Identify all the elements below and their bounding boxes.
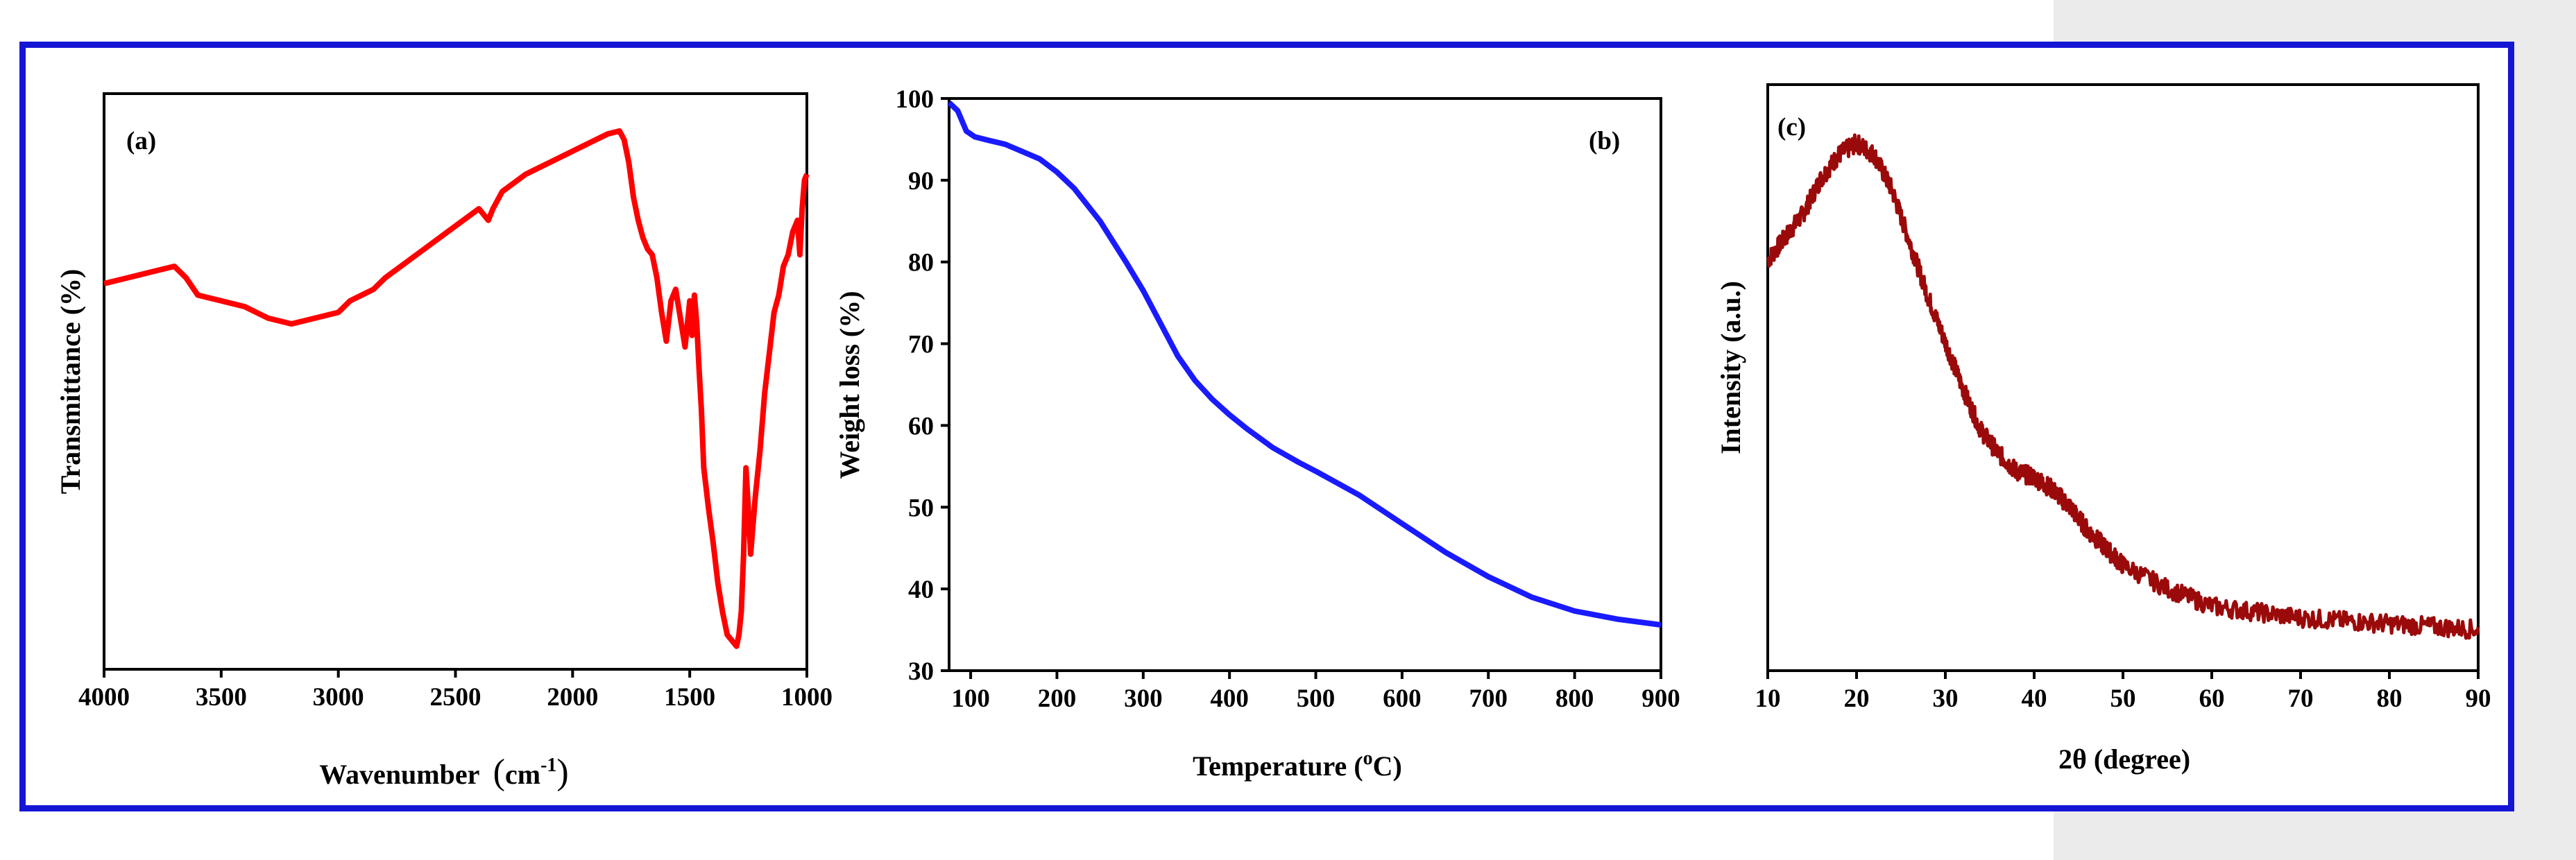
- panel-b-y-tick-label: 60: [908, 412, 934, 440]
- panel-a-x-tick-label: 1500: [664, 683, 715, 712]
- panel-b-x-title: Temperature (oC): [1193, 748, 1402, 782]
- panel-a-x-tick-label: 1000: [781, 683, 833, 712]
- panel-b-x-title-unit: C): [1373, 750, 1402, 782]
- panel-b-x-title-sup: o: [1363, 748, 1373, 769]
- panel-a-y-title: Transmittance (%): [55, 269, 86, 495]
- panel-a-x-title-unit: cm: [505, 759, 540, 790]
- panel-a-x-title-paren-open: (: [493, 752, 505, 792]
- panel-b: (b) 100 200 300 400 500 600 700 800 900 30 40 50 60…: [834, 85, 1680, 782]
- panel-c-x-tick-label: 80: [2377, 685, 2403, 713]
- panel-b-x-tick-label: 500: [1297, 685, 1336, 713]
- panel-c-y-title: Intensity (a.u.): [1715, 281, 1746, 454]
- panel-a-x-ticks: 4000 3500 3000 2500 2000 1500 1000: [78, 669, 833, 712]
- series-a-line: [103, 128, 810, 649]
- series-b-line: [947, 101, 1662, 628]
- panel-b-y-ticks: 30 40 50 60 70 80 90 100: [896, 85, 949, 686]
- panel-b-x-ticks: 100 200 300 400 500 600 700 800 900: [951, 671, 1680, 713]
- panel-a-x-tick-label: 2000: [547, 683, 598, 712]
- panel-c-x-tick-label: 40: [2022, 685, 2047, 713]
- panel-b-x-tick-label: 100: [951, 685, 990, 713]
- panel-b-x-tick-label: 600: [1383, 685, 1422, 713]
- panel-b-x-tick-label: 200: [1038, 685, 1077, 713]
- panel-c-plot-area: [1766, 83, 2480, 672]
- panel-b-x-tick-label: 400: [1210, 685, 1249, 713]
- panel-b-x-tick-label: 300: [1124, 685, 1163, 713]
- panel-b-label: (b): [1589, 127, 1620, 155]
- panel-b-x-tick-label: 800: [1555, 685, 1594, 713]
- panel-c-label: (c): [1777, 113, 1806, 141]
- panel-b-y-tick-label: 100: [896, 85, 935, 114]
- series-c-line: [1766, 133, 2480, 640]
- panel-a-x-title-main: Wavenumber: [319, 759, 479, 790]
- panel-b-y-title: Weight loss (%): [834, 291, 865, 479]
- panel-c-x-tick-label: 70: [2288, 685, 2314, 713]
- panel-b-y-tick-label: 40: [908, 576, 934, 604]
- panel-c-x-tick-label: 20: [1844, 685, 1870, 713]
- panel-a-x-tick-label: 3500: [196, 683, 247, 712]
- panel-a: (a) 4000 3500 3000 2500 2000 1500 1000 Transmi…: [55, 92, 833, 792]
- panel-c: (c) 10 20 30 40 50 60 70 80 90 Intensity (a.u.) …: [1715, 83, 2491, 775]
- panel-a-x-title: Wavenumber (cm-1): [319, 752, 568, 792]
- panel-b-x-title-main: Temperature (: [1193, 750, 1363, 782]
- figure-frame: [19, 42, 2514, 811]
- panel-b-y-tick-label: 50: [908, 494, 934, 522]
- panel-b-y-tick-label: 30: [908, 657, 934, 686]
- panel-c-x-tick-label: 60: [2199, 685, 2225, 713]
- panel-b-x-tick-label: 900: [1641, 685, 1680, 713]
- panel-a-x-tick-label: 4000: [78, 683, 130, 712]
- panel-b-x-tick-label: 700: [1469, 685, 1508, 713]
- panel-b-y-tick-label: 90: [908, 167, 934, 196]
- panel-b-y-tick-label: 70: [908, 331, 934, 359]
- panel-b-y-tick-label: 80: [908, 249, 934, 277]
- panel-c-x-tick-label: 30: [1933, 685, 1959, 713]
- panel-a-x-tick-label: 3000: [313, 683, 364, 712]
- panel-c-x-tick-label: 50: [2110, 685, 2136, 713]
- panel-a-label: (a): [126, 127, 156, 155]
- panel-b-plot-area: [948, 97, 1662, 672]
- panel-c-x-ticks: 10 20 30 40 50 60 70 80 90: [1755, 671, 2491, 713]
- panel-c-x-tick-label: 90: [2466, 685, 2491, 713]
- panel-c-x-title: 2θ (degree): [2058, 743, 2190, 775]
- panel-a-x-tick-label: 2500: [430, 683, 481, 712]
- panel-a-x-title-paren-close: ): [556, 752, 568, 792]
- panel-c-x-tick-label: 10: [1755, 685, 1781, 713]
- panel-a-x-title-sup: -1: [540, 755, 556, 776]
